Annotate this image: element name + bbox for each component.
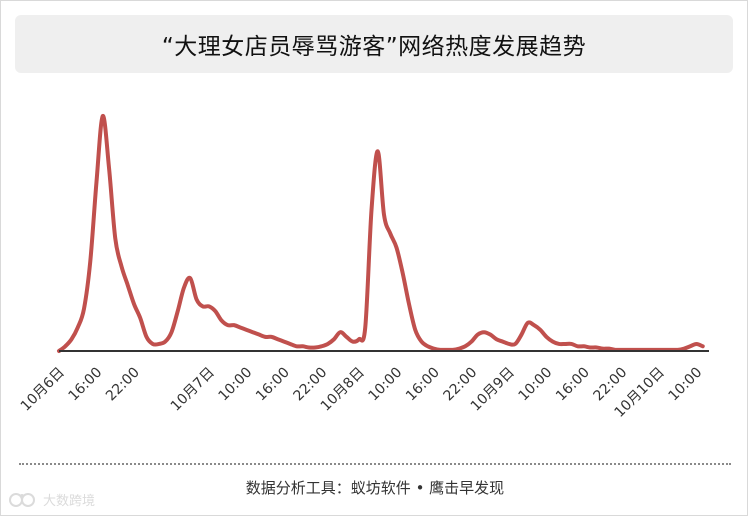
x-tick-label: 10:00 — [515, 365, 555, 405]
x-tick-label: 10:00 — [365, 365, 405, 405]
x-tick-label: 16:00 — [553, 365, 593, 405]
series-line-0 — [57, 113, 705, 353]
footer-divider — [19, 463, 731, 465]
brand-logo-icon — [9, 492, 35, 507]
watermark: 大数跨境 — [9, 490, 95, 509]
watermark-text: 大数跨境 — [43, 494, 96, 509]
x-tick-label: 16:00 — [65, 365, 105, 405]
x-tick-label: 10:00 — [215, 365, 255, 405]
x-tick-label: 10:00 — [665, 365, 705, 405]
x-tick-label: 16:00 — [403, 365, 443, 405]
data-source-note: 数据分析工具：蚁坊软件 • 鹰击早发现 — [245, 479, 505, 497]
x-tick-label: 22:00 — [103, 365, 143, 405]
x-tick-label: 10月6日 — [18, 365, 68, 415]
chart-title: “大理女店员辱骂游客”网络热度发展趋势 — [161, 34, 587, 60]
title-bar: “大理女店员辱骂游客”网络热度发展趋势 — [15, 15, 733, 73]
x-tick-label: 10月7日 — [168, 365, 218, 415]
x-tick-label: 16:00 — [253, 365, 293, 405]
